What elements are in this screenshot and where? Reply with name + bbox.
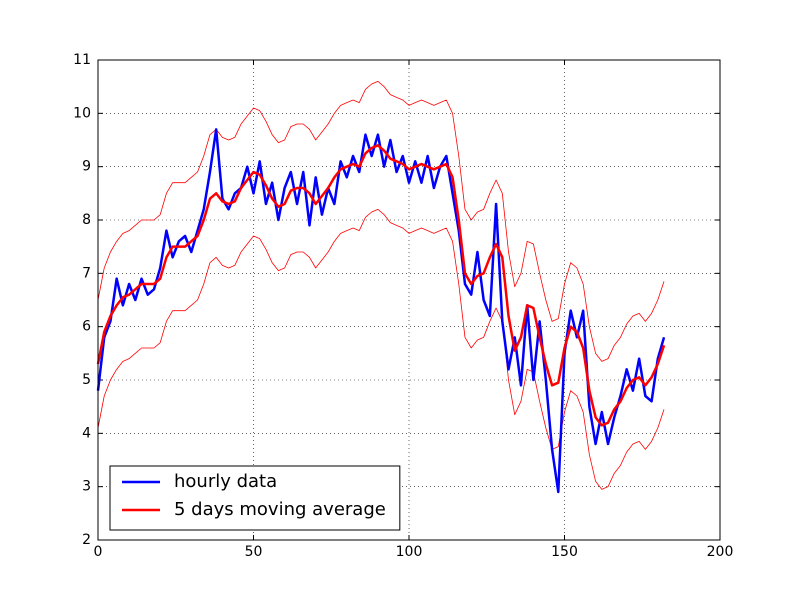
x-tick-label: 0: [94, 544, 103, 560]
band-line: [97, 80, 665, 362]
x-tick-label: 150: [551, 544, 578, 560]
series-line: [96, 128, 666, 494]
x-tick-label: 100: [396, 544, 423, 560]
y-tick-label: 6: [82, 319, 91, 335]
legend-box: [109, 465, 401, 531]
y-tick-label: 2: [82, 532, 91, 548]
y-tick-label: 3: [82, 479, 91, 495]
y-tick-label: 9: [82, 159, 91, 175]
y-tick-label: 10: [73, 105, 91, 121]
y-tick-label: 11: [73, 52, 91, 68]
band-line: [97, 208, 665, 490]
legend-label: 5 days moving average: [174, 499, 386, 520]
y-tick-label: 5: [82, 372, 91, 388]
y-tick-label: 4: [82, 425, 91, 441]
y-tick-label: 7: [82, 265, 91, 281]
plot-frame: [97, 59, 721, 541]
legend-label: hourly data: [174, 471, 277, 492]
y-tick-label: 8: [82, 212, 91, 228]
series-line: [96, 144, 666, 427]
x-tick-label: 200: [707, 544, 734, 560]
legend: hourly data 5 days moving average: [109, 465, 401, 531]
x-tick-label: 50: [245, 544, 263, 560]
